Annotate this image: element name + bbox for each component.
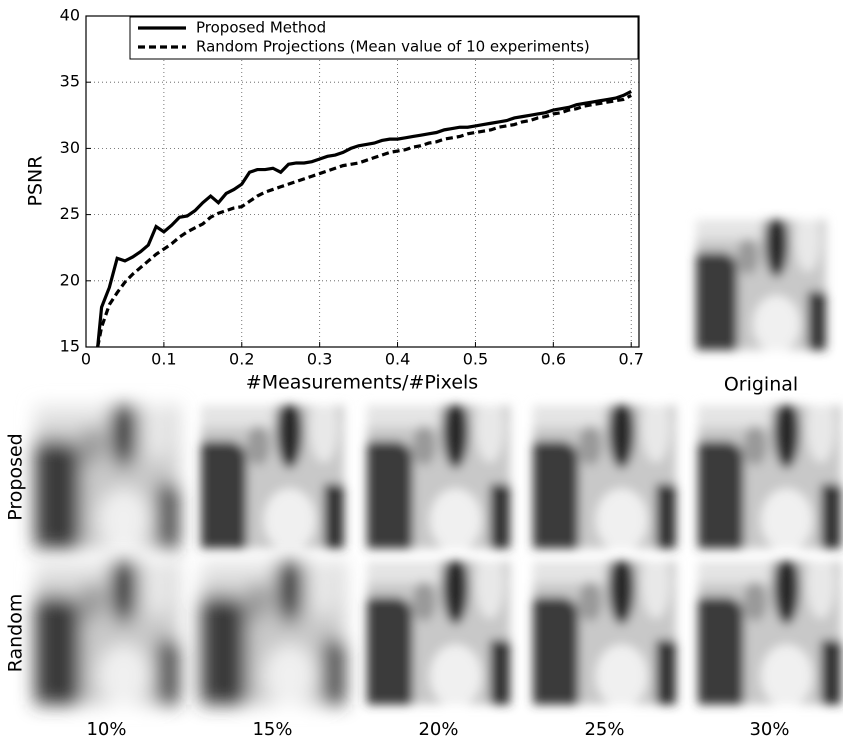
plot-frame [85,15,640,348]
legend-box [129,16,639,60]
y-tick-label: 20 [60,270,80,289]
original-image [683,207,834,363]
column-label: 30% [749,719,789,740]
reconstruction-image [519,547,685,719]
reconstruction-image [353,391,519,563]
x-tick-label: 0.4 [385,350,410,369]
reconstruction-image [519,391,685,563]
x-axis-label: #Measurements/#Pixels [246,372,478,394]
x-tick-label: 0.7 [618,350,643,369]
x-tick-label: 0.6 [541,350,566,369]
y-axis-label: PSNR [25,156,47,207]
x-tick-label: 0.3 [307,350,332,369]
row-label: Random [5,594,27,673]
reconstruction-image [353,547,519,719]
reconstruction-image [21,547,187,719]
plot-lines [96,90,632,347]
legend-label: Proposed Method [196,19,326,37]
row-label: Proposed [5,433,27,520]
reconstruction-image [187,391,353,563]
column-label: 25% [584,719,624,740]
reconstruction-image [684,547,843,719]
data-line [96,94,632,347]
x-tick-label: 0.5 [463,350,488,369]
column-label: 10% [86,719,126,740]
x-tick-label: 0.2 [229,350,254,369]
reconstruction-image [21,391,187,563]
y-tick-label: 35 [60,72,80,91]
original-label: Original [724,374,798,396]
x-tick-label: 0.1 [151,350,176,369]
column-label: 20% [418,719,458,740]
legend-label: Random Projections (Mean value of 10 exp… [196,38,590,56]
reconstruction-image [187,547,353,719]
y-tick-label: 15 [60,337,80,356]
y-tick-label: 25 [60,204,80,223]
y-tick-label: 30 [60,138,80,157]
reconstruction-image [684,391,843,563]
y-tick-label: 40 [60,6,80,25]
data-line [96,90,632,347]
column-label: 15% [252,719,292,740]
x-tick-label: 0 [81,350,91,369]
